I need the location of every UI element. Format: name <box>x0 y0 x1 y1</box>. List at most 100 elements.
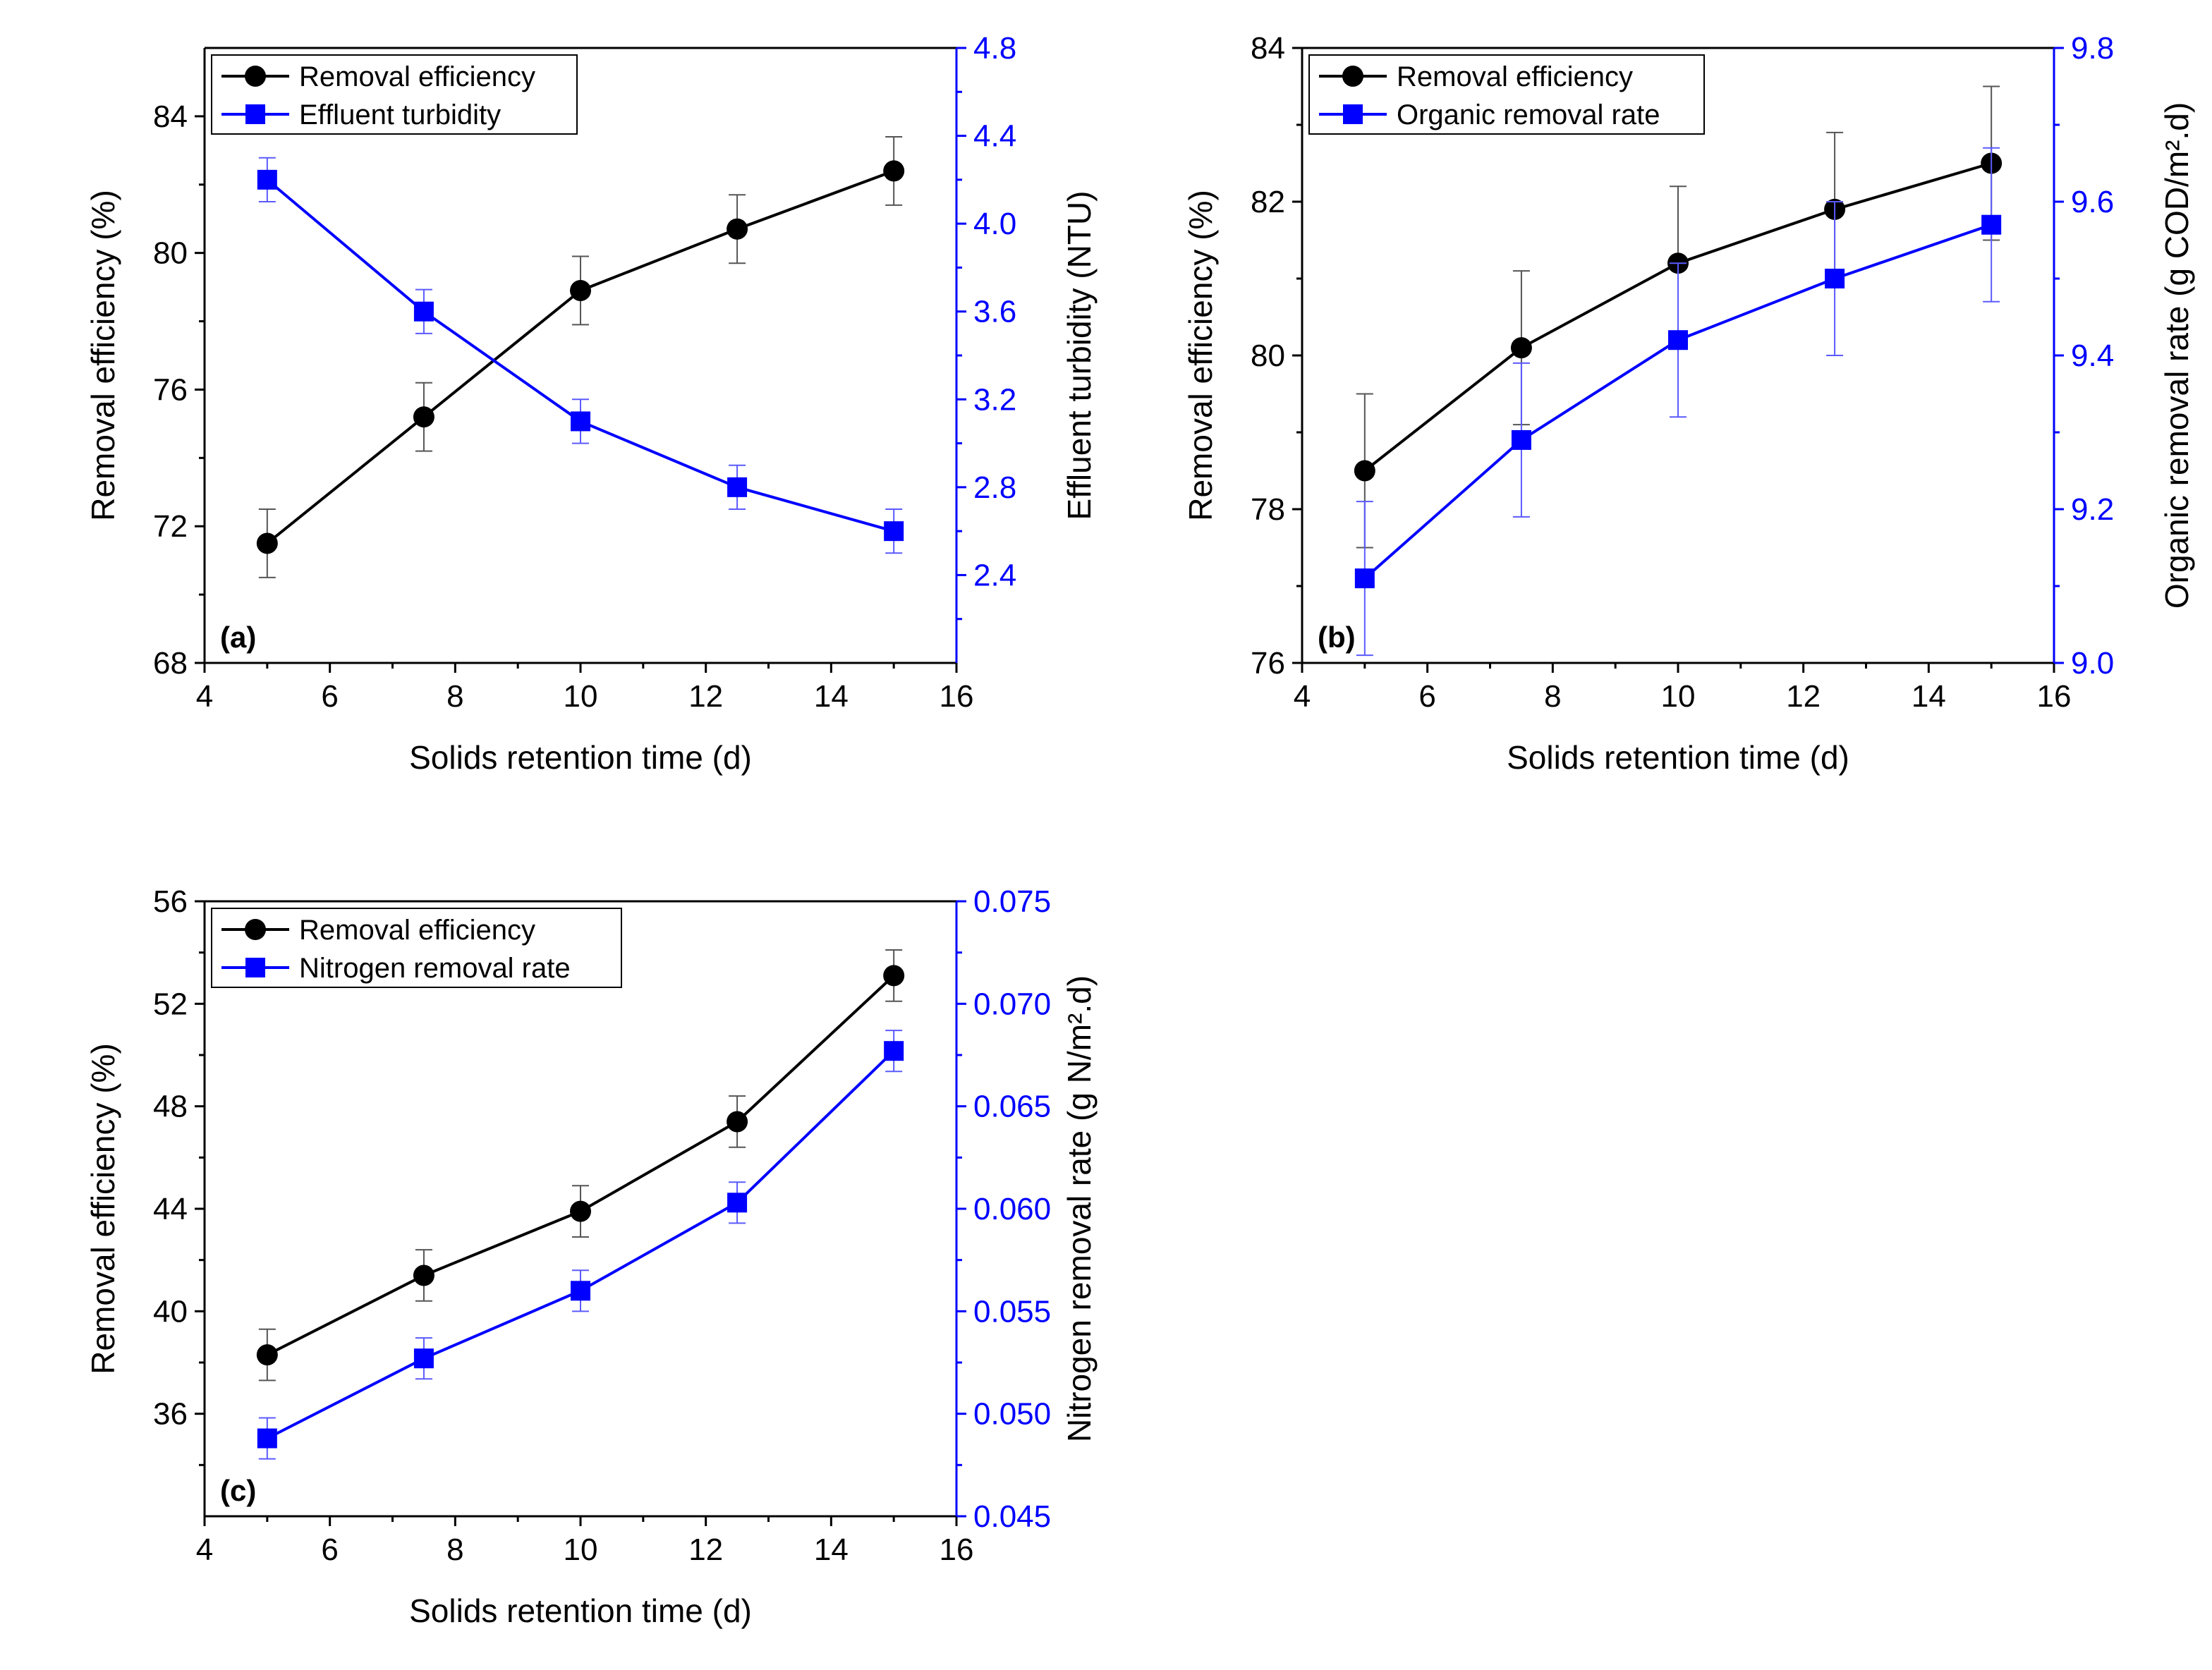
y2-tick-label: 0.060 <box>973 1192 1051 1226</box>
y-tick-label: 84 <box>1251 31 1285 66</box>
x-tick-label: 6 <box>1418 679 1435 714</box>
y2-tick-label: 9.0 <box>2071 646 2114 681</box>
x-tick-label: 12 <box>1786 679 1821 714</box>
series-line <box>266 169 894 545</box>
x-tick-label: 12 <box>688 679 723 714</box>
x-tick-label: 14 <box>814 679 849 714</box>
y2-tick-label: 9.4 <box>2071 339 2114 373</box>
y2-tick-label: 2.8 <box>973 470 1016 505</box>
y-tick-label: 56 <box>153 884 188 919</box>
x-tick-label: 10 <box>1661 679 1696 714</box>
y-tick-label: 80 <box>1251 339 1285 373</box>
y-tick-label: 68 <box>153 646 188 681</box>
y2-tick-label: 9.8 <box>2071 31 2114 66</box>
y-axis-title: Removal efficiency (%) <box>85 190 121 521</box>
data-point <box>884 1041 904 1061</box>
y-tick-label: 48 <box>153 1090 188 1124</box>
legend-marker <box>1343 104 1363 124</box>
y2-tick-label: 0.045 <box>973 1499 1051 1534</box>
data-point <box>1354 460 1375 482</box>
data-point <box>256 1344 278 1366</box>
data-point <box>256 532 278 554</box>
x-tick-label: 10 <box>564 1532 598 1567</box>
legend-box <box>211 54 578 135</box>
legend-label: Effluent turbidity <box>299 99 501 130</box>
legend-box <box>211 908 622 988</box>
series-removal-efficiency <box>256 949 905 1382</box>
data-point <box>883 160 905 182</box>
data-point <box>727 1111 748 1133</box>
y2-tick-label: 0.065 <box>973 1090 1051 1124</box>
x-axis-title: Solids retention time (d) <box>409 739 752 776</box>
x-tick-label: 4 <box>196 679 213 714</box>
panel-label: (c) <box>220 1474 256 1507</box>
legend-label: Organic removal rate <box>1397 99 1660 130</box>
data-point <box>883 965 905 987</box>
y-tick-label: 76 <box>153 372 188 407</box>
y-tick-label: 82 <box>1251 185 1285 219</box>
x-tick-label: 6 <box>321 679 338 714</box>
data-point <box>570 279 591 301</box>
data-point <box>1511 429 1531 450</box>
x-tick-label: 6 <box>321 1532 338 1567</box>
y-tick-label: 44 <box>153 1192 188 1226</box>
y-tick-label: 40 <box>153 1294 188 1329</box>
y2-tick-label: 0.055 <box>973 1294 1051 1329</box>
data-point <box>727 218 748 240</box>
legend-marker <box>245 104 265 124</box>
panel-label: (b) <box>1318 621 1356 654</box>
data-point <box>257 169 277 190</box>
x-tick-label: 12 <box>688 1532 723 1567</box>
data-point <box>571 1281 590 1301</box>
y2-tick-label: 2.4 <box>973 558 1016 592</box>
data-point <box>1354 568 1375 589</box>
legend-label: Removal efficiency <box>299 915 535 946</box>
y2-tick-label: 3.2 <box>973 382 1016 417</box>
series-line <box>266 1049 895 1440</box>
x-tick-label: 8 <box>446 679 463 714</box>
series-secondary <box>1354 147 2002 657</box>
series-secondary <box>257 1030 904 1460</box>
data-point <box>570 1200 591 1222</box>
legend-marker <box>1342 66 1363 87</box>
data-point <box>413 301 434 322</box>
legend-marker <box>245 919 266 940</box>
y-tick-label: 72 <box>153 509 188 544</box>
x-tick-label: 8 <box>446 1532 463 1567</box>
y2-tick-label: 0.075 <box>973 884 1051 919</box>
y2-tick-label: 4.4 <box>973 119 1016 154</box>
y-tick-label: 78 <box>1251 492 1285 527</box>
panel-label: (a) <box>220 621 256 654</box>
data-point <box>413 1264 435 1286</box>
series-line <box>266 178 894 533</box>
data-point <box>1981 214 2002 235</box>
chart-panel-c: 4 6 8 10 12 14 16 36 40 44 48 52 56 0.045 0.050 0.055 0.… <box>85 884 1098 1629</box>
y-tick-label: 76 <box>1251 646 1285 681</box>
data-point <box>1668 330 1688 351</box>
legend-label: Removal efficiency <box>1397 61 1633 92</box>
x-axis-title: Solids retention time (d) <box>409 1592 752 1629</box>
legend-marker <box>245 66 266 87</box>
data-point <box>571 411 590 432</box>
chart-panel-b: 4 6 8 10 12 14 16 76 78 80 82 84 9.0 9.2 9.4 9.6 9.8 Soli… <box>1182 31 2195 776</box>
x-tick-label: 14 <box>814 1532 849 1567</box>
data-point <box>257 1428 277 1449</box>
data-point <box>1825 269 1845 288</box>
x-tick-label: 4 <box>1294 679 1311 714</box>
data-point <box>884 521 904 542</box>
legend-marker <box>245 958 265 977</box>
y2-tick-label: 9.6 <box>2071 185 2114 219</box>
y2-tick-label: 3.6 <box>973 295 1016 329</box>
series-removal-efficiency <box>256 135 905 578</box>
legend-box <box>1308 54 1705 135</box>
legend-label: Removal efficiency <box>299 61 535 92</box>
x-tick-label: 4 <box>196 1532 213 1567</box>
x-tick-label: 14 <box>1912 679 1946 714</box>
y2-tick-label: 4.8 <box>973 31 1016 66</box>
data-point <box>727 1193 748 1213</box>
x-tick-label: 16 <box>940 1532 974 1567</box>
data-point <box>727 477 748 497</box>
data-point <box>413 406 435 428</box>
y-tick-label: 80 <box>153 236 188 271</box>
